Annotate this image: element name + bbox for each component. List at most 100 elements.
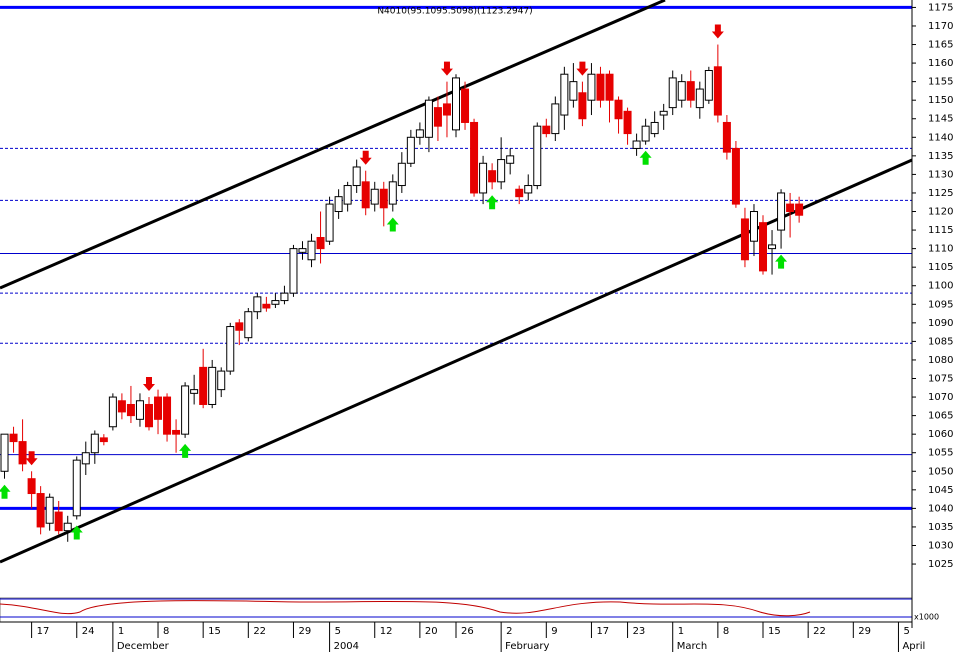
- candle-body: [0, 433, 9, 472]
- candle-body: [533, 125, 542, 187]
- x-tick-label: 1: [118, 626, 124, 637]
- candle-body: [217, 370, 226, 391]
- y-tick-label: 1145: [928, 114, 953, 125]
- x-tick-label: 2: [506, 626, 512, 637]
- y-tick-label: 1095: [928, 299, 953, 310]
- candle-body: [144, 403, 153, 428]
- candle-body: [352, 166, 361, 187]
- candle-body: [235, 322, 244, 331]
- y-tick-label: 1045: [928, 485, 953, 496]
- y-tick-label: 1130: [928, 169, 953, 180]
- x-tick-label: 17: [37, 626, 50, 637]
- candle-body: [135, 400, 144, 420]
- candle-body: [99, 437, 108, 443]
- candle-body: [452, 77, 460, 131]
- candle-body: [36, 493, 45, 528]
- x-tick-label: 24: [82, 626, 95, 637]
- y-tick-label: 1100: [928, 281, 953, 292]
- y-tick-label: 1065: [928, 411, 953, 422]
- candle-body: [81, 452, 90, 465]
- candle-body: [650, 121, 659, 135]
- candle-body: [560, 73, 569, 116]
- x-tick-label: 8: [163, 626, 169, 637]
- candle-body: [72, 459, 81, 517]
- candle-body: [578, 92, 587, 120]
- candle-body: [415, 129, 424, 138]
- up-arrow: [0, 484, 11, 499]
- down-arrow: [711, 24, 724, 39]
- indicator-label: x1000: [914, 613, 939, 622]
- y-tick-label: 1040: [928, 503, 953, 514]
- candle-body: [497, 159, 506, 183]
- x-tick-label: 5: [335, 626, 341, 637]
- y-tick-label: 1175: [928, 2, 953, 13]
- candle-body: [90, 433, 99, 454]
- y-tick-label: 1055: [928, 448, 953, 459]
- candle-body: [154, 396, 163, 420]
- candle-body: [117, 400, 126, 413]
- candle-body: [749, 211, 758, 242]
- candle-body: [172, 429, 181, 435]
- candle-body: [325, 203, 334, 242]
- candle-body: [361, 181, 370, 209]
- y-tick-label: 1060: [928, 429, 953, 440]
- y-tick-label: 1025: [928, 559, 953, 570]
- down-arrow: [25, 451, 38, 466]
- candle-body: [623, 110, 632, 135]
- candle-body: [18, 441, 27, 465]
- y-tick-label: 1160: [928, 58, 953, 69]
- y-tick-label: 1165: [928, 40, 953, 51]
- y-tick-label: 1080: [928, 355, 953, 366]
- candle-body: [759, 222, 768, 272]
- candle-body: [722, 121, 731, 153]
- candle-body: [397, 162, 406, 187]
- y-tick-label: 1075: [928, 374, 953, 385]
- x-tick-label: 1: [678, 626, 684, 637]
- y-tick-label: 1035: [928, 522, 953, 533]
- down-arrow: [359, 150, 372, 165]
- candle-body: [334, 196, 343, 213]
- candle-body: [253, 296, 262, 313]
- candle-body: [479, 162, 488, 194]
- candle-body: [126, 403, 135, 417]
- y-tick-label: 1105: [928, 262, 953, 273]
- x-tick-label: 20: [425, 626, 438, 637]
- month-label: March: [677, 641, 707, 652]
- candle-body: [569, 81, 578, 101]
- y-tick-label: 1170: [928, 21, 953, 32]
- axes: 1025 1030 1035 1040 1045 1050 1055 1060 1065 1070…: [31, 2, 953, 652]
- up-arrow: [486, 195, 499, 210]
- candle-body: [686, 81, 695, 101]
- x-tick-label: 29: [858, 626, 871, 637]
- chart-title: N4010(95.1095.5098)(1123.2947): [377, 7, 532, 17]
- candle-body: [199, 366, 208, 405]
- candle-body: [551, 103, 560, 135]
- candle-body: [316, 236, 325, 250]
- y-tick-label: 1070: [928, 392, 953, 403]
- candle-body: [45, 496, 54, 524]
- x-tick-label: 29: [298, 626, 311, 637]
- y-tick-label: 1140: [928, 132, 953, 143]
- candle-body: [343, 185, 352, 205]
- candle-body: [614, 99, 623, 120]
- month-label: April: [902, 641, 925, 652]
- y-tick-label: 1115: [928, 225, 953, 236]
- candle-body: [659, 110, 668, 116]
- candle-body: [406, 136, 415, 164]
- candle-body: [9, 433, 18, 443]
- y-tick-label: 1085: [928, 336, 953, 347]
- candle-body: [298, 248, 307, 253]
- candle-body: [731, 147, 740, 205]
- candle-body: [542, 125, 551, 135]
- candle-body: [461, 88, 470, 123]
- y-tick-label: 1030: [928, 540, 953, 551]
- x-tick-label: 8: [723, 626, 729, 637]
- month-label: February: [505, 641, 549, 652]
- x-tick-label: 15: [208, 626, 221, 637]
- indicator-curve: [0, 600, 811, 617]
- candle-body: [641, 125, 650, 142]
- levels: [0, 5, 912, 510]
- y-tick-label: 1150: [928, 95, 953, 106]
- candle-body: [262, 303, 271, 309]
